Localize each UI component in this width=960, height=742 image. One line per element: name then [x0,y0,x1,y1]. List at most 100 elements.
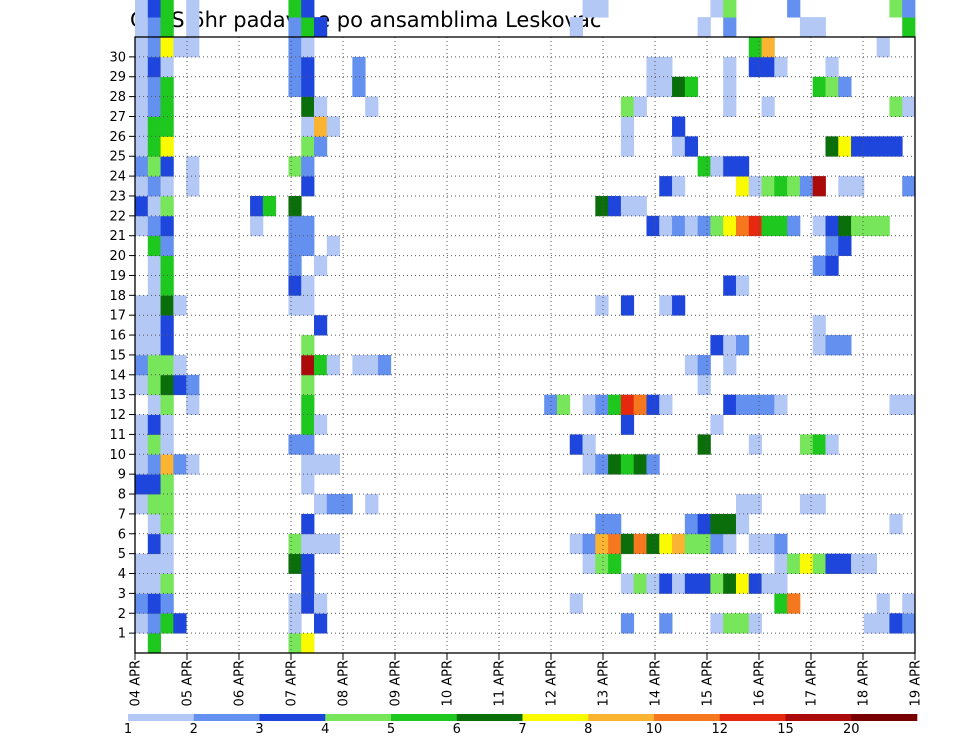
heatmap-cell [825,235,839,256]
heatmap-cell [135,176,149,197]
heatmap-cell [288,195,302,217]
heatmap-cell [825,76,839,98]
heatmap-cell [595,553,609,574]
heatmap-cell [314,17,328,38]
heatmap-cell [595,394,609,415]
heatmap-cell [147,394,161,415]
heatmap-cells [135,0,916,654]
heatmap-cell [608,553,622,574]
heatmap-cell [301,295,315,316]
heatmap-cell [160,56,174,78]
heatmap-cell [135,613,149,634]
heatmap-cell [186,156,200,177]
heatmap-cell [365,96,379,117]
heatmap-cell [876,593,890,614]
heatmap-cell [314,96,328,117]
heatmap-cell [646,454,660,475]
heatmap-cell [314,315,328,336]
heatmap-cell [735,176,750,197]
heatmap-cell [288,593,302,614]
x-tick-label: 07 APR [285,660,300,706]
heatmap-cell [301,116,315,137]
heatmap-cell [735,335,750,356]
heatmap-cell [147,275,161,296]
heatmap-cell [160,116,174,137]
heatmap-cell [697,573,711,594]
heatmap-cell [774,533,788,555]
heatmap-cell [723,513,737,535]
heatmap-cell [135,494,149,515]
heatmap-cell [902,176,916,197]
heatmap-cell [365,494,379,515]
heatmap-cell [160,76,174,98]
heatmap-cell [723,394,737,415]
heatmap-cell [147,295,161,316]
heatmap-cell [748,215,762,237]
heatmap-cell [352,354,366,376]
heatmap-cell [684,573,699,594]
x-tick-label: 10 APR [441,660,456,706]
y-tick-label: 26 [109,130,126,145]
heatmap-cell [697,354,711,376]
heatmap-cell [774,573,788,594]
heatmap-cell [851,215,865,237]
x-tick-label: 08 APR [337,660,352,706]
legend-label: 7 [518,722,526,737]
legend-label: 3 [255,722,263,737]
heatmap-cell [620,454,635,475]
heatmap-cell [620,613,635,634]
y-tick-label: 2 [118,607,126,622]
heatmap-cell [352,76,366,98]
heatmap-cell [135,96,149,117]
heatmap-cell [889,613,903,634]
heatmap-cell [301,37,315,58]
y-tick-label: 23 [109,189,126,204]
heatmap-cell [620,96,635,117]
heatmap-cell [735,494,750,515]
x-tick-label: 12 APR [545,660,560,706]
heatmap-cell [352,56,366,78]
heatmap-cell [633,195,647,217]
heatmap-cell [135,434,149,455]
heatmap-cell [173,354,187,376]
heatmap-cell [186,454,200,475]
heatmap-cell [684,215,699,237]
y-tick-label: 29 [109,70,126,85]
heatmap-cell [582,0,596,18]
heatmap-cell [314,593,328,614]
heatmap-cell [697,533,711,555]
heatmap-cell [799,494,814,515]
y-tick-label: 12 [109,408,126,423]
heatmap-cell [339,494,353,515]
heatmap-cell [697,434,711,455]
heatmap-cell [147,633,161,654]
heatmap-cell [659,56,673,78]
heatmap-cell [301,414,315,435]
heatmap-cell [812,553,826,574]
heatmap-cell [288,17,302,38]
heatmap-cell [301,136,315,157]
heatmap-cell [889,513,903,535]
y-tick-label: 16 [109,329,126,344]
legend-swatch [391,714,458,721]
heatmap-cell [595,454,609,475]
heatmap-cell [684,513,699,535]
heatmap-cell [160,494,174,515]
heatmap-cell [723,17,737,38]
legend-label: 2 [190,722,198,737]
heatmap-cell [301,454,315,475]
legend-swatch [719,714,786,721]
heatmap-cell [697,374,711,396]
heatmap-cell [135,156,149,177]
heatmap-cell [314,494,328,515]
heatmap-cell [377,354,392,376]
heatmap-cell [697,156,711,177]
heatmap-cell [774,394,788,415]
y-tick-label: 20 [109,249,126,264]
heatmap-cell [608,513,622,535]
heatmap-cell [748,573,762,594]
heatmap-cell [582,553,596,574]
heatmap-cell [774,56,788,78]
heatmap-cell [314,116,328,137]
heatmap-cell [902,0,916,18]
